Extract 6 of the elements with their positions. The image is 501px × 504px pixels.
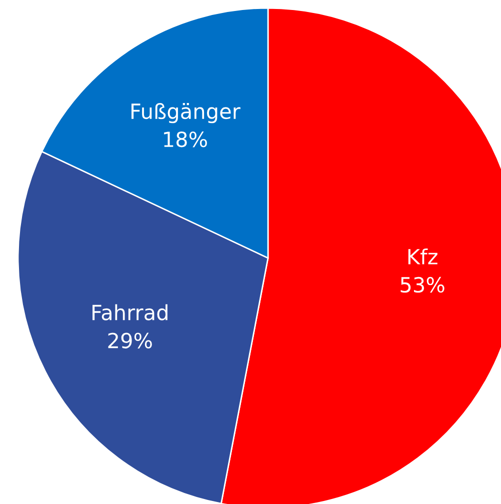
data-label: 18% [164,131,207,148]
data-label: 29% [108,332,152,348]
slice-label: Kfz [408,248,438,264]
slice-label: Fußgänger [132,103,240,124]
data-label: 53% [400,276,444,293]
slice-label: Fahrrad [92,304,168,320]
